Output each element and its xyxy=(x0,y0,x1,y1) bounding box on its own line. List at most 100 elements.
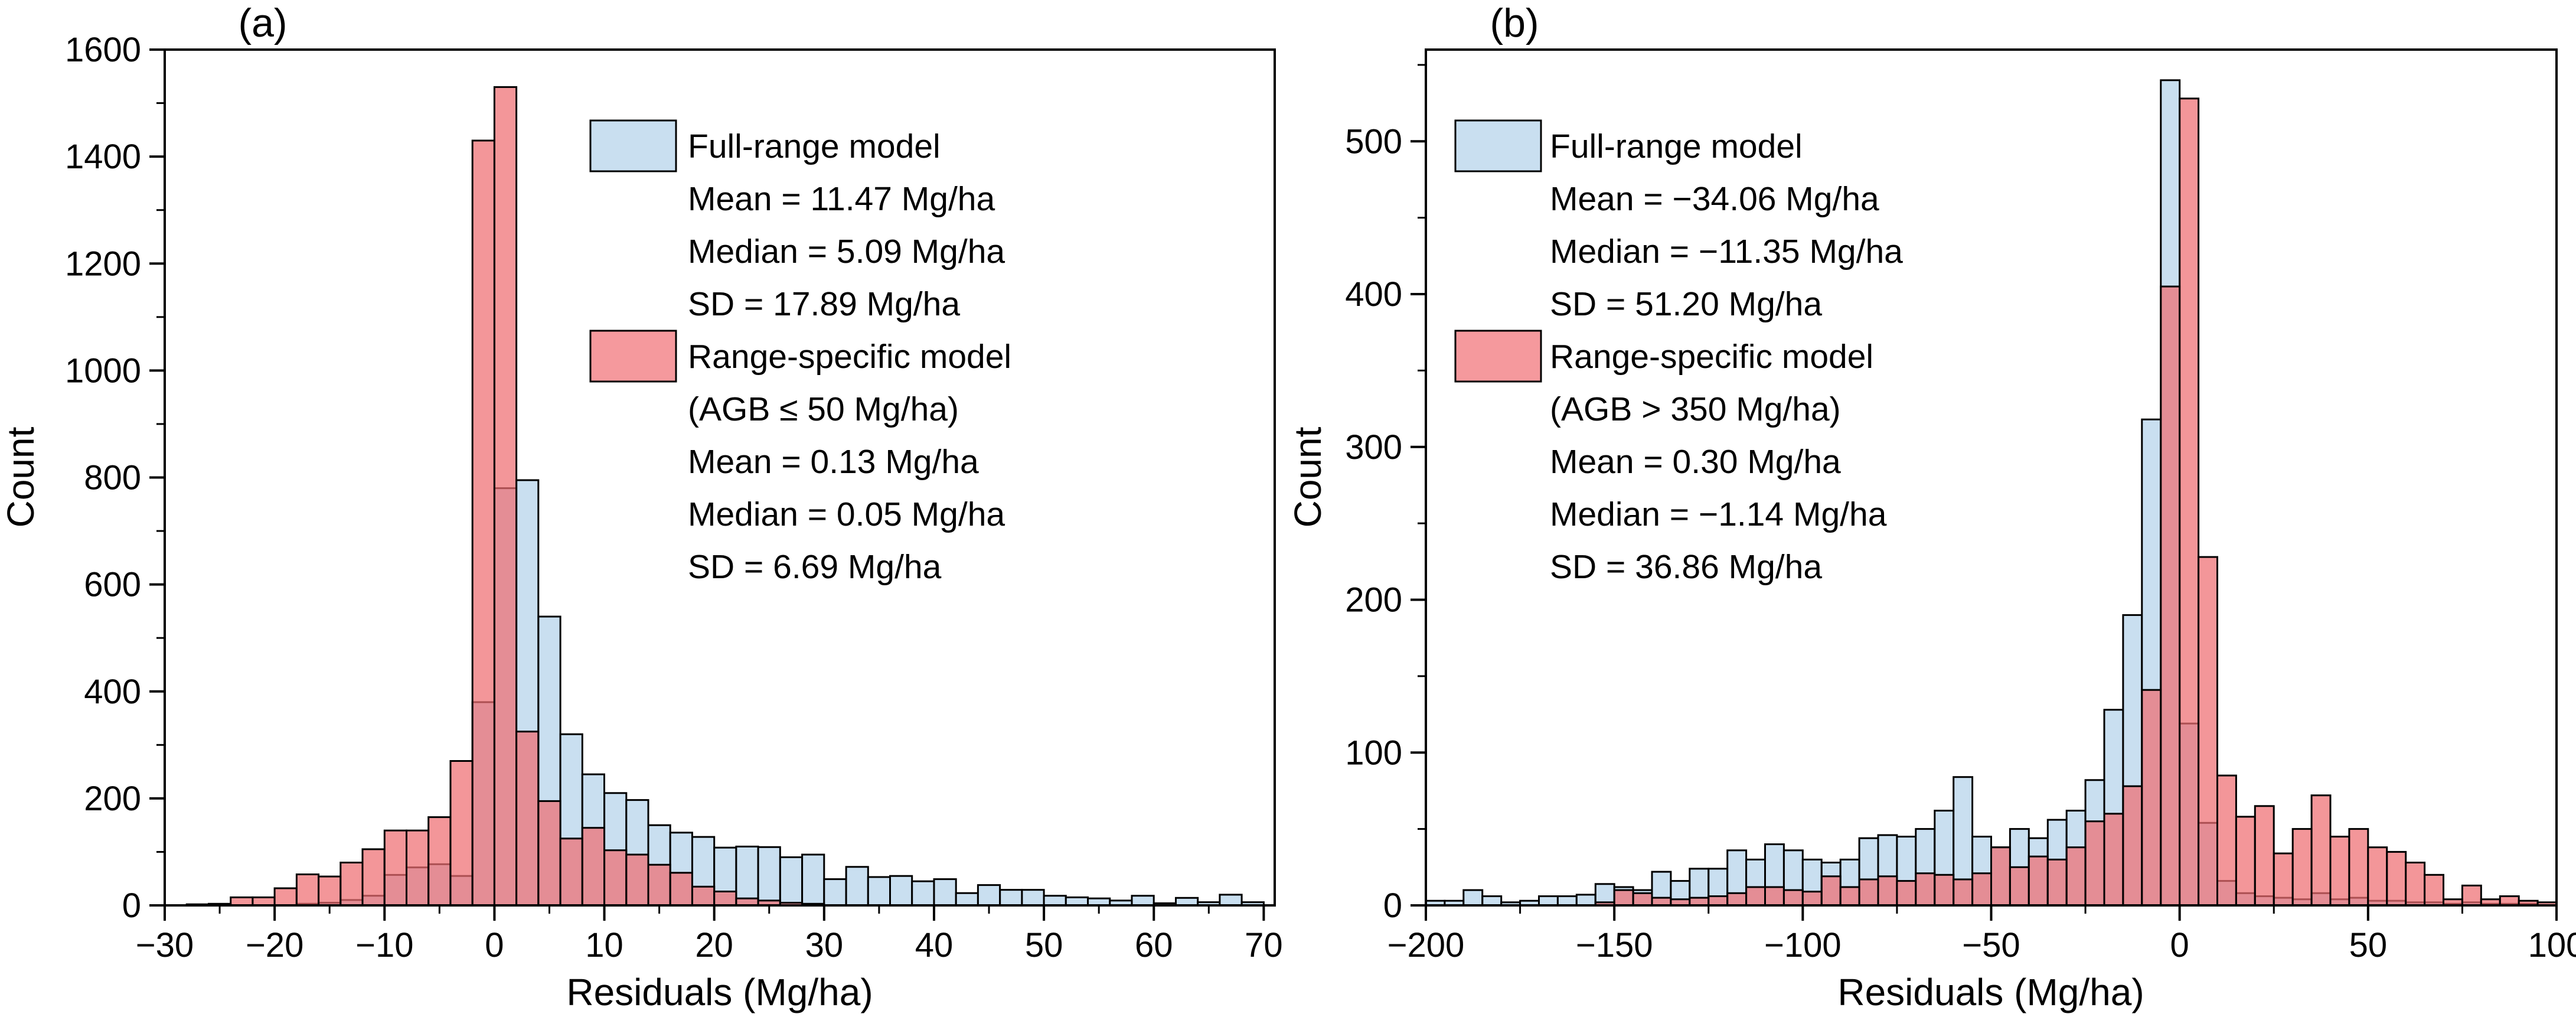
histogram-bar xyxy=(471,139,495,907)
legend-line: (AGB > 350 Mg/ha) xyxy=(1550,390,1841,428)
histogram-bar xyxy=(2273,852,2294,907)
histogram-bar xyxy=(2329,836,2350,907)
histogram-bar xyxy=(1896,880,1917,907)
histogram-bar xyxy=(2046,858,2068,907)
histogram-bar xyxy=(1782,889,1804,907)
y-tick-label: 500 xyxy=(1345,122,1402,161)
y-tick-label: 800 xyxy=(84,459,141,497)
panel-a: −30 −20 −10 0 10 20 30 40 50 60 70 0 200 400 600 800 100… xyxy=(0,1,1283,1013)
histogram-bar xyxy=(1219,894,1243,907)
histogram-bar xyxy=(1462,889,1484,907)
legend-line: SD = 36.86 Mg/ha xyxy=(1550,548,1822,586)
histogram-bar xyxy=(1575,894,1596,907)
histogram-bar xyxy=(2235,816,2256,907)
histogram-bar xyxy=(1043,895,1067,907)
histogram-bar xyxy=(2028,855,2049,907)
histogram-bar xyxy=(1953,878,1974,907)
histogram-bar xyxy=(2424,873,2445,907)
x-tick-label: 40 xyxy=(915,926,954,964)
histogram-bar xyxy=(867,876,892,907)
histogram-bar xyxy=(2461,884,2482,907)
legend-line: Median = 0.05 Mg/ha xyxy=(688,496,1005,533)
histogram-bar xyxy=(1538,895,1559,907)
histogram-bar xyxy=(2499,895,2520,907)
legend-line: Median = −1.14 Mg/ha xyxy=(1550,496,1887,533)
legend-line: SD = 6.69 Mg/ha xyxy=(688,548,942,586)
histogram-bar xyxy=(318,875,342,907)
x-tick-label: 50 xyxy=(1025,926,1063,964)
histogram-bar xyxy=(779,856,804,907)
histogram-bar xyxy=(1707,895,1729,907)
legend-swatch-range-specific xyxy=(1454,330,1542,383)
histogram-bar xyxy=(1065,896,1089,907)
histogram-bar xyxy=(625,853,649,907)
legend-line: Mean = 11.47 Mg/ha xyxy=(688,180,995,218)
histogram-bar xyxy=(2084,820,2105,907)
legend-line: Median = 5.09 Mg/ha xyxy=(688,233,1005,270)
x-tick-label: 70 xyxy=(1245,926,1283,964)
y-tick-label: 400 xyxy=(84,673,141,711)
histogram-bar xyxy=(273,887,298,907)
histogram-bar xyxy=(845,866,869,907)
x-tick-label: 50 xyxy=(2349,926,2388,964)
panel-tag: (a) xyxy=(238,1,287,45)
histogram-bar xyxy=(1632,892,1653,907)
histogram-bar xyxy=(1990,846,2011,907)
legend-swatch-full-range xyxy=(589,119,677,172)
histogram-bar xyxy=(2198,556,2219,907)
x-tick-label: −30 xyxy=(136,926,194,964)
legend: Full-range model Mean = −34.06 Mg/ha Media… xyxy=(1454,119,1903,586)
histogram-bar xyxy=(1971,872,1993,907)
y-tick-label: 1000 xyxy=(65,351,141,390)
legend-line: Full-range model xyxy=(688,128,941,165)
x-tick-label: −150 xyxy=(1576,926,1653,964)
histogram-bar xyxy=(252,896,276,907)
histogram-bar xyxy=(603,849,628,907)
x-tick-label: 30 xyxy=(805,926,844,964)
y-tick-label: 300 xyxy=(1345,428,1402,467)
histogram-bar xyxy=(1915,872,1936,907)
histogram-bar xyxy=(230,896,254,907)
histogram-bar xyxy=(581,827,605,907)
y-tick-label: 100 xyxy=(1345,734,1402,772)
histogram-bar xyxy=(2254,805,2275,907)
x-axis-title: Residuals (Mg/ha) xyxy=(1837,971,2144,1013)
histogram-bar xyxy=(537,800,561,907)
histogram-bar xyxy=(2160,285,2181,907)
y-tick-label: 1400 xyxy=(65,138,141,176)
x-tick-label: 20 xyxy=(695,926,733,964)
histogram-bar xyxy=(1820,875,1842,907)
y-tick-label: 200 xyxy=(84,780,141,818)
x-tick-label: 60 xyxy=(1135,926,1173,964)
histogram-bar xyxy=(1877,875,1898,907)
histogram-bar xyxy=(2348,828,2369,907)
histogram-bar xyxy=(406,829,430,907)
y-tick-label: 400 xyxy=(1345,275,1402,314)
histogram-bar xyxy=(713,891,737,907)
histogram-bar xyxy=(427,816,452,907)
legend-line: Mean = −34.06 Mg/ha xyxy=(1550,180,1879,218)
histogram-bar xyxy=(2310,794,2332,907)
histogram-bar xyxy=(2291,828,2313,907)
histogram-bar xyxy=(669,872,693,907)
histogram-bar xyxy=(999,889,1023,907)
legend-line: (AGB ≤ 50 Mg/ha) xyxy=(688,390,959,428)
histogram-bar xyxy=(889,875,913,907)
histogram-bar xyxy=(1481,895,1503,907)
histogram-bar xyxy=(383,829,407,907)
histogram-bar xyxy=(757,846,781,907)
x-tick-label: 10 xyxy=(585,926,623,964)
y-tick-label: 0 xyxy=(122,886,141,925)
histogram-bar xyxy=(2179,97,2200,907)
legend-line: Median = −11.35 Mg/ha xyxy=(1550,233,1903,270)
x-axis-title: Residuals (Mg/ha) xyxy=(566,971,873,1013)
y-tick-label: 1200 xyxy=(65,245,141,283)
legend-swatch-full-range xyxy=(1454,119,1542,172)
legend-line: SD = 51.20 Mg/ha xyxy=(1550,285,1822,323)
x-tick-label: 0 xyxy=(485,926,504,964)
histogram-bar xyxy=(1131,895,1155,907)
histogram-bar xyxy=(955,892,979,907)
x-tick-label: −50 xyxy=(1962,926,2020,964)
histogram-bar xyxy=(2009,866,2030,907)
histogram-bar xyxy=(339,862,364,907)
